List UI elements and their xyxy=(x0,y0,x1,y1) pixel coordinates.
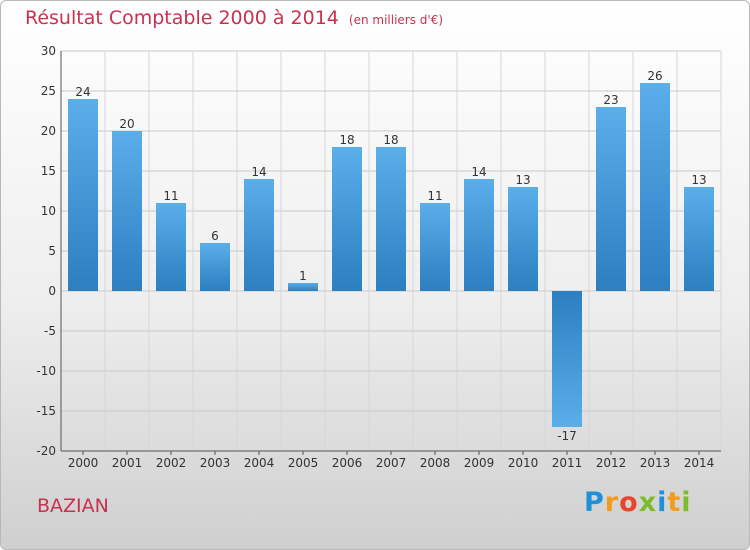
bar xyxy=(332,147,362,291)
chart-subtitle: (en milliers d'€) xyxy=(348,13,444,27)
logo-letter: x xyxy=(638,487,658,518)
bar xyxy=(244,179,274,291)
bar xyxy=(552,291,582,427)
data-label: 18 xyxy=(339,133,354,147)
x-tick-label: 2013 xyxy=(640,456,671,470)
y-tick-label: -15 xyxy=(36,404,56,418)
logo-letter: r xyxy=(604,487,620,518)
x-tick-label: 2009 xyxy=(464,456,495,470)
logo-letter: i xyxy=(681,487,692,518)
x-tick-label: 2006 xyxy=(332,456,363,470)
y-tick-label: -20 xyxy=(36,444,56,458)
data-label: 14 xyxy=(471,165,486,179)
data-label: 13 xyxy=(691,173,706,187)
x-tick-label: 2011 xyxy=(552,456,583,470)
chart-title: Résultat Comptable 2000 à 2014 (en millie… xyxy=(25,7,443,29)
data-label: 24 xyxy=(75,85,90,99)
axes: 30 25 20 15 10 5 0 -5 -10 -15 -20 2000 2001 2002 2003 2… xyxy=(36,44,721,470)
data-label: 11 xyxy=(427,189,442,203)
x-tick-label: 2004 xyxy=(244,456,275,470)
bar xyxy=(112,131,142,291)
y-tick-label: 15 xyxy=(41,164,56,178)
y-tick-label: 30 xyxy=(41,44,56,58)
data-labels: 24 20 11 6 14 1 18 18 11 14 13 -17 23 26 13 xyxy=(75,69,706,443)
y-tick-label: -10 xyxy=(36,364,56,378)
data-label: 13 xyxy=(515,173,530,187)
data-label: -17 xyxy=(557,429,577,443)
data-label: 11 xyxy=(163,189,178,203)
y-tick-label: 25 xyxy=(41,84,56,98)
data-label: 23 xyxy=(603,93,618,107)
logo-letter: o xyxy=(619,487,639,518)
bar xyxy=(288,283,318,291)
bar xyxy=(68,99,98,291)
bar xyxy=(420,203,450,291)
bars xyxy=(68,83,714,427)
bar xyxy=(464,179,494,291)
bar xyxy=(596,107,626,291)
x-tick-label: 2010 xyxy=(508,456,539,470)
x-tick-label: 2003 xyxy=(200,456,231,470)
bar xyxy=(640,83,670,291)
logo-letter: P xyxy=(584,487,605,518)
x-tick-label: 2008 xyxy=(420,456,451,470)
x-tick-label: 2007 xyxy=(376,456,407,470)
data-label: 26 xyxy=(647,69,662,83)
bar xyxy=(508,187,538,291)
data-label: 14 xyxy=(251,165,266,179)
logo-letter: t xyxy=(667,487,682,518)
data-label: 1 xyxy=(299,269,307,283)
bar xyxy=(200,243,230,291)
data-label: 6 xyxy=(211,229,219,243)
x-tick-label: 2014 xyxy=(684,456,715,470)
x-tick-label: 2002 xyxy=(156,456,187,470)
y-tick-label: 0 xyxy=(48,284,56,298)
title-text: Résultat Comptable 2000 à 2014 xyxy=(25,7,339,29)
bar xyxy=(684,187,714,291)
x-tick-label: 2012 xyxy=(596,456,627,470)
y-tick-label: 5 xyxy=(48,244,56,258)
y-tick-label: 20 xyxy=(41,124,56,138)
bar xyxy=(376,147,406,291)
logo-letter: i xyxy=(657,487,668,518)
y-tick-label: -5 xyxy=(44,324,56,338)
x-tick-label: 2000 xyxy=(68,456,99,470)
data-label: 20 xyxy=(119,117,134,131)
data-label: 18 xyxy=(383,133,398,147)
location-name: BAZIAN xyxy=(37,495,109,517)
y-tick-label: 10 xyxy=(41,204,56,218)
bar xyxy=(156,203,186,291)
x-tick-label: 2001 xyxy=(112,456,143,470)
proxiti-logo: Proxiti xyxy=(584,487,692,518)
x-tick-label: 2005 xyxy=(288,456,319,470)
